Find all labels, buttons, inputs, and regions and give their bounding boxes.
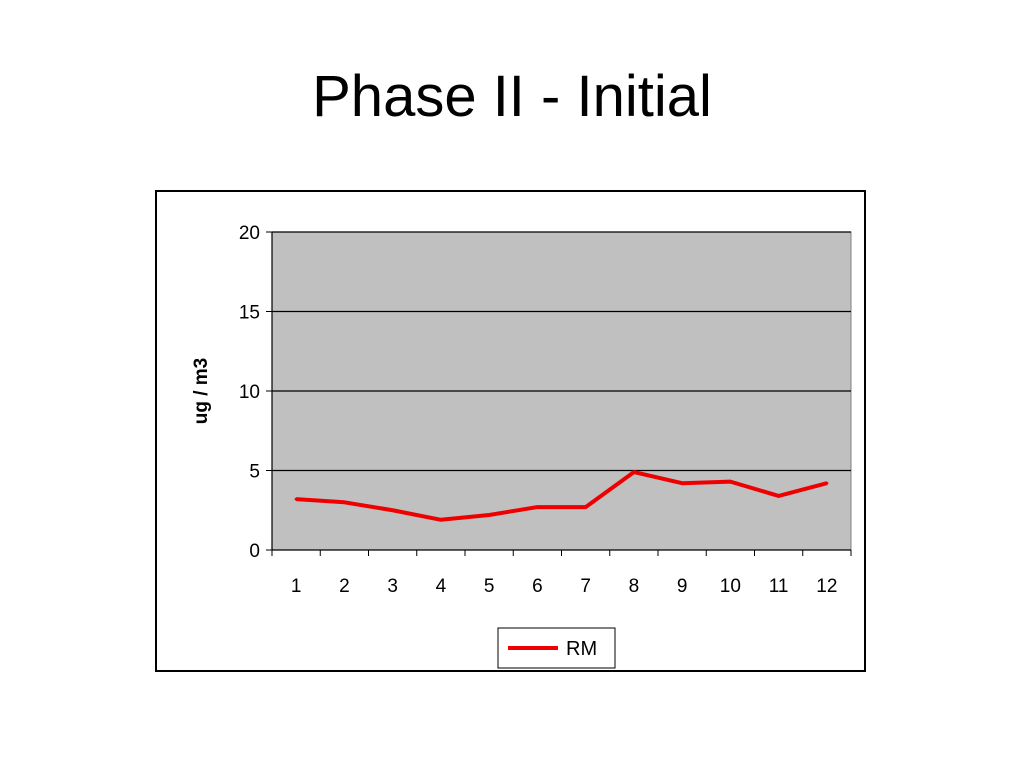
x-tick-label-5: 5: [484, 576, 495, 597]
legend-label-rm: RM: [566, 638, 597, 660]
y-tick-label-20: 20: [239, 223, 260, 244]
x-tick-label-4: 4: [436, 576, 447, 597]
data-point-rm-7: [584, 505, 588, 509]
y-tick-label-0: 0: [249, 541, 260, 562]
y-tick-label-15: 15: [239, 303, 260, 324]
data-point-rm-8: [632, 470, 636, 474]
x-tick-label-8: 8: [629, 576, 640, 597]
x-tick-label-7: 7: [580, 576, 591, 597]
x-tick-label-6: 6: [532, 576, 543, 597]
x-tick-label-11: 11: [769, 576, 789, 597]
data-point-rm-1: [294, 497, 298, 501]
data-point-rm-11: [777, 494, 781, 498]
y-tick-label-5: 5: [249, 462, 260, 483]
data-point-rm-5: [487, 513, 491, 517]
data-point-rm-4: [439, 518, 443, 522]
data-point-rm-6: [535, 505, 539, 509]
x-ticks: 1 2 3 4 5 6 7 8 9 10 11 12: [271, 550, 852, 597]
chart-frame: 0 5 10 15 20 1 2 3 4 5 6 7 8 9 10 11 12 ug / m3 RM: [155, 190, 866, 672]
x-tick-label-2: 2: [339, 576, 350, 597]
y-ticks: 0 5 10 15 20: [239, 223, 272, 562]
series-line-rm: [295, 470, 828, 522]
y-axis-label: ug / m3: [191, 358, 212, 425]
x-tick-label-3: 3: [387, 576, 398, 597]
data-point-rm-2: [342, 500, 346, 504]
x-tick-label-12: 12: [816, 576, 837, 597]
y-tick-label-10: 10: [239, 382, 260, 403]
legend: RM: [497, 627, 616, 669]
x-tick-label-10: 10: [720, 576, 741, 597]
series-layer: [294, 470, 829, 522]
data-point-rm-10: [728, 480, 732, 484]
slide-title: Phase II - Initial: [312, 64, 712, 129]
data-point-rm-9: [680, 481, 684, 485]
data-point-rm-12: [825, 481, 829, 485]
grid-lines: [272, 231, 851, 472]
x-tick-label-1: 1: [291, 576, 302, 597]
x-tick-label-9: 9: [677, 576, 688, 597]
data-point-rm-3: [391, 508, 395, 512]
